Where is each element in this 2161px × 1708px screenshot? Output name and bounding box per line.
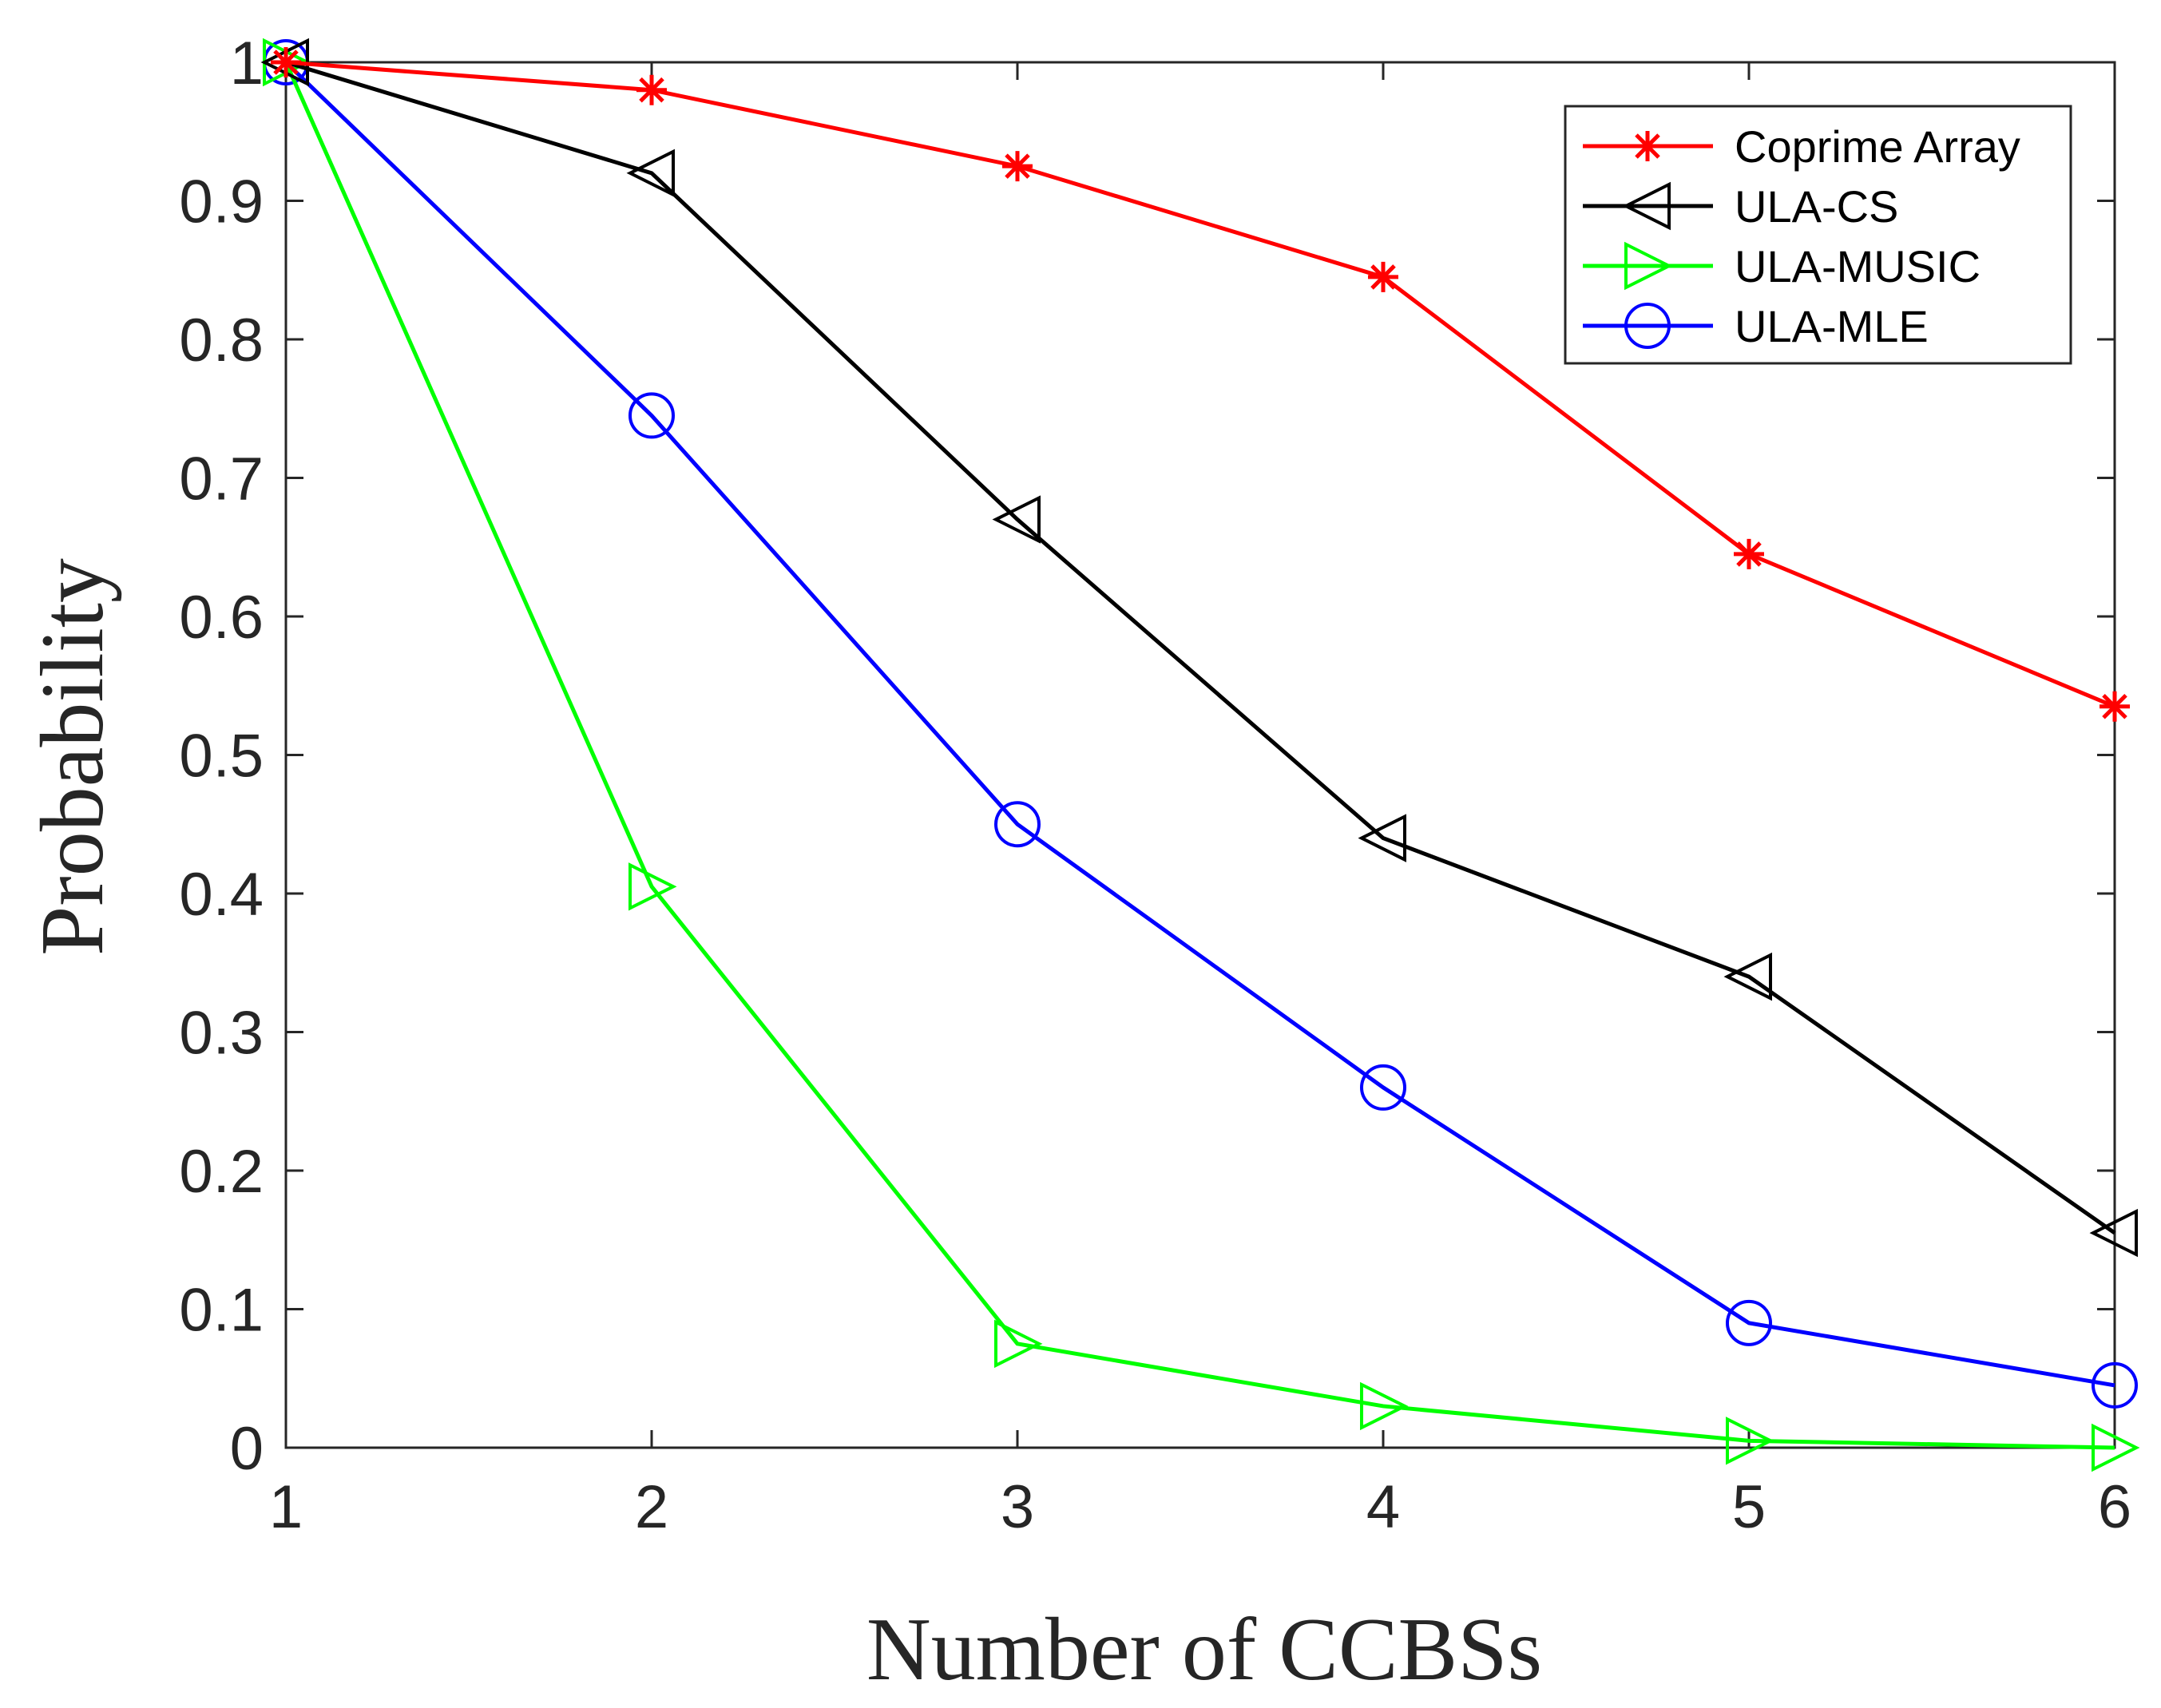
y-tick-label: 0.7 xyxy=(179,446,264,513)
data-point-marker xyxy=(994,801,1041,848)
data-point-marker xyxy=(628,862,677,911)
legend-item: ULA-MLE xyxy=(1583,301,1929,351)
y-axis-ticks: 0 0.1 0.2 0.3 0.4 0.5 0.6 0.7 0.8 0.9 1 xyxy=(179,30,2115,1483)
x-axis-title: Number of CCBSs xyxy=(866,1600,1542,1699)
y-tick-label: 0.6 xyxy=(179,584,264,652)
y-tick-label: 0.8 xyxy=(179,307,264,374)
data-point-marker xyxy=(1002,151,1033,182)
x-axis-ticks: 1 2 3 4 5 6 xyxy=(269,62,2131,1541)
legend: Coprime Array ULA-CS ULA-MUSIC ULA-MLE xyxy=(1564,105,2072,365)
data-point-marker xyxy=(2089,1208,2138,1258)
data-point-marker xyxy=(636,74,667,105)
y-tick-label: 0 xyxy=(230,1415,264,1483)
y-axis-title: Probability xyxy=(23,558,122,956)
legend-label: ULA-MUSIC xyxy=(1735,241,1981,291)
data-point-marker xyxy=(1360,1381,1409,1431)
data-point-marker xyxy=(1726,1417,1774,1465)
y-tick-label: 1 xyxy=(230,30,264,97)
data-point-marker xyxy=(1723,952,1772,1001)
series-layer xyxy=(260,38,2140,1472)
series-coprime-array xyxy=(271,47,2130,722)
y-tick-label: 0.9 xyxy=(179,168,264,236)
data-point-marker xyxy=(1368,261,1398,292)
series-line xyxy=(284,61,2115,1388)
legend-label: Coprime Array xyxy=(1735,121,2020,172)
legend-marker xyxy=(1622,181,1671,231)
data-point-marker xyxy=(992,495,1041,544)
data-point-marker xyxy=(628,392,675,439)
data-point-marker xyxy=(994,1319,1043,1369)
legend-item: ULA-MUSIC xyxy=(1583,241,1981,291)
legend-marker xyxy=(1632,131,1663,161)
data-point-marker xyxy=(1734,538,1764,569)
x-tick-label: 3 xyxy=(1001,1473,1034,1541)
y-tick-label: 0.3 xyxy=(179,1000,264,1068)
data-point-marker xyxy=(1726,1299,1772,1346)
data-point-marker xyxy=(271,47,301,77)
legend-item: Coprime Array xyxy=(1583,121,2020,172)
y-tick-label: 0.2 xyxy=(179,1138,264,1206)
y-tick-label: 0.5 xyxy=(179,723,264,791)
x-tick-label: 6 xyxy=(2098,1473,2131,1541)
data-point-marker xyxy=(626,149,675,198)
legend-item: ULA-CS xyxy=(1583,181,1898,232)
series-line xyxy=(285,60,2115,709)
legend-marker xyxy=(1624,303,1671,349)
legend-label: ULA-CS xyxy=(1735,181,1898,232)
y-tick-label: 0.1 xyxy=(179,1277,264,1345)
data-point-marker xyxy=(2092,1361,2138,1409)
legend-marker xyxy=(1624,241,1673,291)
data-point-marker xyxy=(2100,691,2130,722)
data-point-marker xyxy=(1358,814,1406,862)
x-tick-label: 1 xyxy=(269,1473,303,1541)
x-tick-label: 4 xyxy=(1366,1473,1400,1541)
data-point-marker xyxy=(1360,1064,1406,1111)
y-tick-label: 0.4 xyxy=(179,861,264,929)
legend-label: ULA-MLE xyxy=(1735,301,1929,351)
series-ula-mle xyxy=(263,39,2138,1409)
series-line xyxy=(284,61,2115,1450)
data-point-marker xyxy=(2092,1423,2140,1472)
series-ula-cs xyxy=(260,38,2138,1258)
series-line xyxy=(285,60,2116,1235)
x-tick-label: 5 xyxy=(1732,1473,1766,1541)
x-tick-label: 2 xyxy=(635,1473,668,1541)
